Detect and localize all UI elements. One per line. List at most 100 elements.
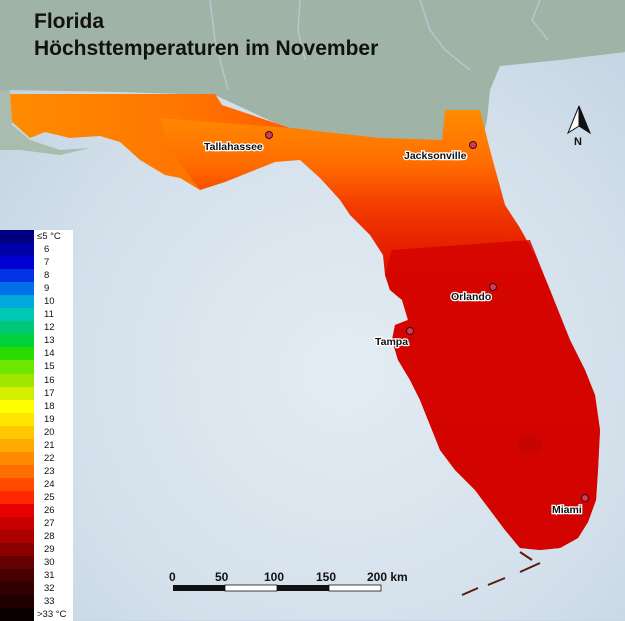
legend-label: 30 [44, 557, 55, 569]
legend-row: 21 [0, 438, 73, 452]
temperature-legend: ≤5 °C 6 7 8 9 10 11 12 13 14 15 16 17 18 19 20 21 22 23 24 2… [0, 230, 73, 621]
scale-label-200: 200 km [367, 570, 408, 584]
legend-row: 10 [0, 295, 73, 309]
legend-row: 33 [0, 595, 73, 609]
legend-swatch [0, 517, 34, 531]
legend-row: 9 [0, 282, 73, 296]
legend-row: 7 [0, 256, 73, 270]
legend-row: >33 °C [0, 608, 73, 621]
legend-swatch [0, 595, 34, 609]
legend-label: 21 [44, 439, 55, 451]
legend-label: 17 [44, 387, 55, 399]
legend-label: 33 [44, 596, 55, 608]
legend-row: 27 [0, 517, 73, 531]
legend-swatch [0, 373, 34, 387]
legend-swatch [0, 438, 34, 452]
legend-swatch [0, 399, 34, 413]
legend-label: 7 [44, 257, 50, 269]
city-jacksonville: Jacksonville [403, 141, 477, 163]
legend-row: 16 [0, 373, 73, 387]
legend-swatch [0, 582, 34, 596]
legend-swatch [0, 282, 34, 296]
legend-swatch [0, 503, 34, 518]
legend-row: 20 [0, 425, 73, 439]
legend-swatch [0, 243, 34, 257]
legend-swatch [0, 464, 34, 478]
legend-label: 24 [44, 478, 55, 490]
legend-swatch [0, 543, 34, 557]
city-label-orlando: Orlando [451, 291, 491, 303]
legend-row: 18 [0, 399, 73, 413]
legend-row: 11 [0, 308, 73, 322]
legend-label: 25 [44, 491, 55, 503]
north-label: N [574, 136, 582, 148]
city-tampa: Tampa [374, 327, 414, 349]
legend-row: 14 [0, 347, 73, 361]
legend-label: 29 [44, 544, 55, 556]
legend-row: 30 [0, 556, 73, 570]
legend-row: 12 [0, 321, 73, 335]
legend-label: 27 [44, 518, 55, 530]
legend-swatch [0, 490, 34, 504]
legend-label: 14 [44, 348, 55, 360]
city-tallahassee: Tallahassee [203, 131, 273, 154]
city-label-tampa: Tampa [375, 336, 408, 348]
city-label-tallahassee: Tallahassee [204, 141, 263, 153]
legend-row: 24 [0, 477, 73, 491]
legend-swatch [0, 386, 34, 400]
legend-row: 28 [0, 530, 73, 544]
legend-swatch [0, 295, 34, 309]
southern-band [385, 240, 600, 550]
legend-label: >33 °C [37, 609, 67, 621]
legend-swatch [0, 321, 34, 335]
legend-swatch [0, 308, 34, 322]
legend-label: 28 [44, 531, 55, 543]
city-label-miami: Miami [552, 504, 582, 516]
legend-row: 17 [0, 386, 73, 400]
legend-label: 31 [44, 570, 55, 582]
rivers [209, 0, 549, 91]
legend-row: 19 [0, 412, 73, 426]
map-subtitle: Höchsttemperaturen im November [34, 37, 379, 60]
legend-swatch [0, 334, 34, 348]
legend-label: 13 [44, 335, 55, 347]
legend-row: 26 [0, 503, 73, 518]
legend-label: 15 [44, 361, 55, 373]
legend-swatch [0, 347, 34, 361]
city-label-jacksonville: Jacksonville [404, 150, 467, 162]
city-orlando: Orlando [450, 283, 497, 304]
scale-label-50: 50 [215, 570, 229, 584]
legend-row: 32 [0, 582, 73, 596]
legend-label: 9 [44, 283, 50, 295]
legend-label: 11 [44, 309, 54, 321]
legend-label: 18 [44, 400, 55, 412]
legend-row: 23 [0, 464, 73, 478]
legend-label: 12 [44, 322, 55, 334]
legend-label: 22 [44, 452, 55, 464]
legend-swatch [0, 425, 34, 439]
legend-swatch [0, 451, 34, 465]
legend-row: 31 [0, 569, 73, 583]
legend-label: 32 [44, 583, 55, 595]
legend-swatch [0, 569, 34, 583]
legend-swatch [0, 269, 34, 283]
legend-row: ≤5 °C [0, 230, 73, 244]
map-title: Florida [34, 10, 105, 33]
scale-label-150: 150 [316, 570, 336, 584]
legend-swatch [0, 477, 34, 491]
lake-okeechobee [518, 435, 542, 455]
legend-label: ≤5 °C [37, 231, 61, 243]
legend-label: 10 [44, 296, 55, 308]
legend-row: 15 [0, 360, 73, 374]
legend-swatch [0, 256, 34, 270]
legend-swatch [0, 608, 34, 621]
legend-row: 13 [0, 334, 73, 348]
legend-swatch [0, 412, 34, 426]
legend-swatch [0, 556, 34, 570]
legend-label: 23 [44, 465, 55, 477]
legend-row: 22 [0, 451, 73, 465]
legend-swatch [0, 230, 34, 244]
scale-label-100: 100 [264, 570, 284, 584]
legend-swatch [0, 360, 34, 374]
